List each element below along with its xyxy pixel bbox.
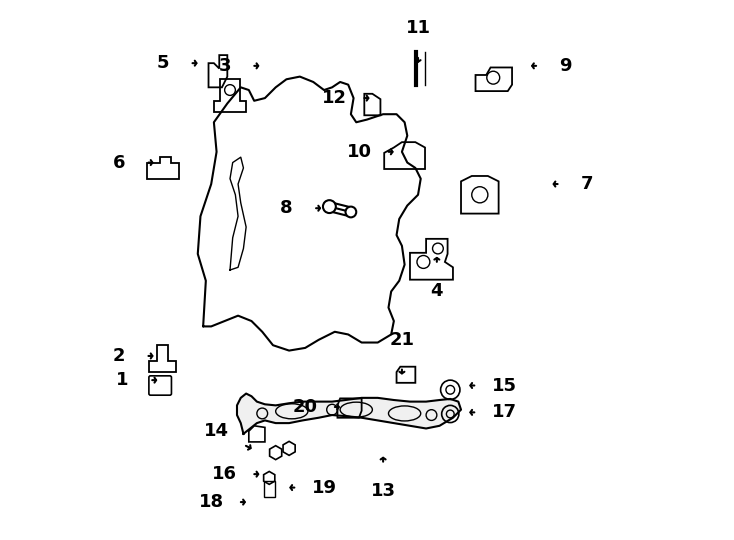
Text: 21: 21 bbox=[390, 331, 415, 349]
Text: 4: 4 bbox=[431, 282, 443, 300]
Text: 7: 7 bbox=[581, 175, 594, 193]
Text: 20: 20 bbox=[293, 398, 318, 416]
Text: 9: 9 bbox=[559, 57, 572, 75]
Text: 18: 18 bbox=[199, 493, 224, 511]
Text: 12: 12 bbox=[322, 89, 347, 107]
Text: 14: 14 bbox=[204, 422, 229, 440]
Text: 13: 13 bbox=[371, 482, 396, 501]
Text: 17: 17 bbox=[492, 403, 517, 421]
Circle shape bbox=[323, 200, 336, 213]
Text: 10: 10 bbox=[346, 143, 371, 161]
Text: 5: 5 bbox=[156, 54, 169, 72]
Text: 19: 19 bbox=[311, 478, 336, 497]
Text: 2: 2 bbox=[112, 347, 125, 365]
Text: 15: 15 bbox=[492, 376, 517, 395]
Circle shape bbox=[346, 207, 356, 218]
Polygon shape bbox=[237, 394, 461, 434]
Text: 16: 16 bbox=[212, 465, 237, 483]
Text: 11: 11 bbox=[406, 19, 431, 37]
Text: 6: 6 bbox=[112, 153, 125, 172]
Text: 1: 1 bbox=[116, 371, 128, 389]
Text: 3: 3 bbox=[219, 57, 231, 75]
Text: 8: 8 bbox=[280, 199, 293, 217]
